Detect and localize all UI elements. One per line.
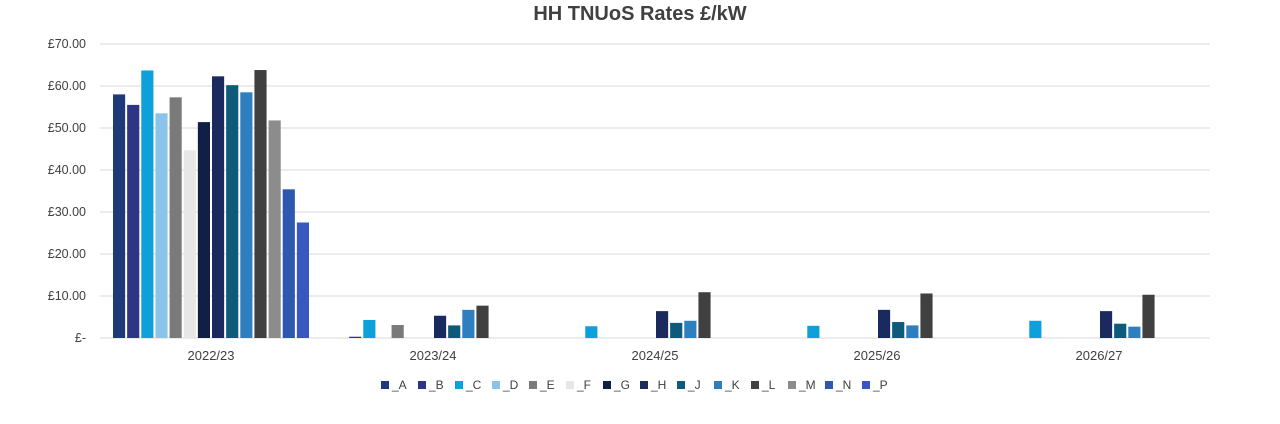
bar-d-2022-23 xyxy=(155,113,168,338)
legend-label: _B xyxy=(428,378,444,392)
bar-l-2026-27 xyxy=(1142,294,1155,338)
legend-swatch xyxy=(492,381,500,389)
bar-l-2025-26 xyxy=(920,293,933,338)
x-tick-label: 2025/26 xyxy=(854,348,901,363)
y-tick-label: £60.00 xyxy=(48,79,86,93)
legend-item: _D xyxy=(492,378,519,392)
bar-e-2022-23 xyxy=(169,97,182,338)
legend-item: _N xyxy=(825,378,851,392)
legend-item: _P xyxy=(862,378,888,392)
bar-j-2022-23 xyxy=(226,85,239,338)
legend-item: _C xyxy=(455,378,482,392)
bar-l-2024-25 xyxy=(698,292,711,338)
legend-item: _M xyxy=(788,378,816,392)
y-axis: £- £10.00 £20.00 £30.00 £40.00 £50.00 £60.00 £7… xyxy=(48,37,86,345)
bar-c-2026-27 xyxy=(1029,320,1042,338)
bar-k-2024-25 xyxy=(684,320,697,338)
bar-k-2023-24 xyxy=(462,309,475,338)
legend-item: _L xyxy=(751,378,776,392)
bar-h-2022-23 xyxy=(212,76,225,338)
bar-j-2024-25 xyxy=(670,322,683,338)
bar-p-2022-23 xyxy=(296,222,309,338)
bar-c-2022-23 xyxy=(141,70,154,339)
bars xyxy=(113,70,1155,339)
bar-f-2022-23 xyxy=(183,150,196,338)
legend-swatch xyxy=(640,381,648,389)
legend-item: _G xyxy=(603,378,630,392)
y-tick-label: £- xyxy=(75,331,86,345)
legend-label: _A xyxy=(391,378,407,392)
legend-label: _C xyxy=(465,378,482,392)
bar-c-2024-25 xyxy=(585,326,598,338)
bar-g-2022-23 xyxy=(197,122,210,339)
legend-item: _K xyxy=(714,378,740,392)
bar-n-2022-23 xyxy=(282,189,295,338)
legend-label: _L xyxy=(761,378,776,392)
legend-swatch xyxy=(862,381,870,389)
legend-swatch xyxy=(714,381,722,389)
legend-swatch xyxy=(529,381,537,389)
y-tick-label: £40.00 xyxy=(48,163,86,177)
bar-c-2025-26 xyxy=(807,325,820,338)
legend-label: _G xyxy=(613,378,630,392)
legend-item: _F xyxy=(566,378,591,392)
legend: _A _B _C _D _E _F _G _H _J _K _L _M _N _P xyxy=(381,378,888,392)
legend-label: _P xyxy=(872,378,888,392)
x-tick-label: 2026/27 xyxy=(1076,348,1123,363)
legend-label: _E xyxy=(539,378,555,392)
legend-swatch xyxy=(418,381,426,389)
legend-swatch xyxy=(751,381,759,389)
legend-label: _F xyxy=(576,378,591,392)
legend-label: _J xyxy=(687,378,701,392)
legend-swatch xyxy=(825,381,833,389)
legend-swatch xyxy=(381,381,389,389)
y-tick-label: £70.00 xyxy=(48,37,86,51)
bar-h-2026-27 xyxy=(1100,311,1113,338)
bar-k-2022-23 xyxy=(240,92,253,338)
bar-j-2025-26 xyxy=(892,322,905,338)
x-tick-label: 2024/25 xyxy=(632,348,679,363)
bar-b-2022-23 xyxy=(127,104,140,339)
legend-label: _D xyxy=(502,378,519,392)
bar-e-2023-24 xyxy=(391,324,404,338)
bar-b-2023-24 xyxy=(349,336,362,338)
legend-swatch xyxy=(566,381,574,389)
legend-item: _B xyxy=(418,378,444,392)
legend-item: _E xyxy=(529,378,555,392)
chart-title: HH TNUoS Rates £/kW xyxy=(533,3,746,25)
x-tick-label: 2023/24 xyxy=(410,348,457,363)
bar-h-2025-26 xyxy=(878,309,891,338)
legend-label: _H xyxy=(650,378,666,392)
bar-h-2023-24 xyxy=(434,315,447,338)
legend-swatch xyxy=(677,381,685,389)
x-axis: 2022/23 2023/24 2024/25 2025/26 2026/27 xyxy=(188,348,1123,363)
bar-l-2023-24 xyxy=(476,305,489,338)
bar-j-2026-27 xyxy=(1114,323,1127,338)
legend-label: _N xyxy=(835,378,851,392)
bar-c-2023-24 xyxy=(363,319,376,338)
x-tick-label: 2022/23 xyxy=(188,348,235,363)
bar-h-2024-25 xyxy=(656,311,669,338)
y-tick-label: £30.00 xyxy=(48,205,86,219)
legend-swatch xyxy=(455,381,463,389)
bar-l-2022-23 xyxy=(254,70,267,338)
legend-label: _M xyxy=(798,378,816,392)
bar-a-2022-23 xyxy=(113,94,126,339)
bar-k-2026-27 xyxy=(1128,326,1141,338)
legend-swatch xyxy=(788,381,796,389)
legend-swatch xyxy=(603,381,611,389)
bar-m-2022-23 xyxy=(268,120,281,338)
legend-item: _H xyxy=(640,378,666,392)
bar-k-2025-26 xyxy=(906,325,919,338)
y-tick-label: £20.00 xyxy=(48,247,86,261)
y-tick-label: £50.00 xyxy=(48,121,86,135)
legend-item: _A xyxy=(381,378,407,392)
legend-label: _K xyxy=(724,378,740,392)
y-tick-label: £10.00 xyxy=(48,289,86,303)
legend-item: _J xyxy=(677,378,701,392)
bar-j-2023-24 xyxy=(448,325,461,338)
